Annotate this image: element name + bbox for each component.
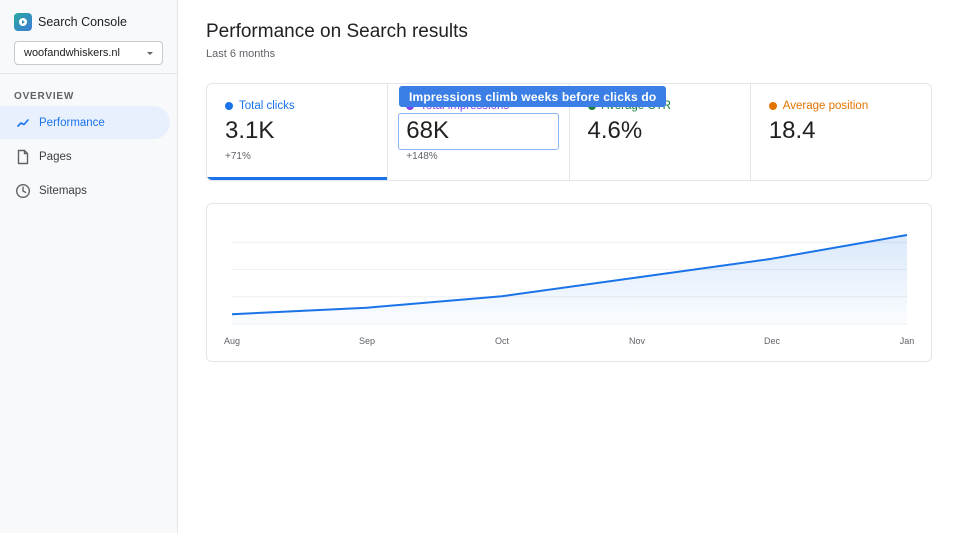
section-label-overview: OVERVIEW <box>14 91 75 102</box>
sidebar-item-label: Sitemaps <box>39 184 87 197</box>
sidebar-item-label: Performance <box>39 116 105 129</box>
metric-value: 4.6% <box>587 117 643 144</box>
sidebar-divider <box>0 73 177 74</box>
metric-value: 68K <box>406 117 449 144</box>
metric-value: 18.4 <box>768 117 816 144</box>
sidebar: Search Console woofandwhiskers.nl OVERVI… <box>0 0 178 533</box>
impressions-highlight-box <box>398 113 559 150</box>
sidebar-item-performance[interactable]: Performance <box>0 106 170 139</box>
selected-indicator <box>207 177 388 180</box>
sidebar-nav: Performance Pages Sitema <box>0 106 178 208</box>
metric-label: Average position <box>782 100 869 112</box>
brand[interactable]: Search Console <box>14 13 127 31</box>
x-tick-label: Aug <box>224 336 240 346</box>
series-area <box>232 235 907 324</box>
metric-label: Total clicks <box>239 100 295 112</box>
metric-delta: +148% <box>406 151 438 162</box>
chart-svg: Aug Sep Oct Nov Dec Jan <box>224 234 915 346</box>
caret-down-icon <box>147 51 153 55</box>
trend-icon <box>15 115 31 131</box>
property-value: woofandwhiskers.nl <box>24 47 120 59</box>
metric-card-total-clicks[interactable]: Total clicks 3.1K +71% <box>207 84 389 180</box>
page-icon <box>15 149 31 165</box>
sidebar-item-pages[interactable]: Pages <box>0 140 170 173</box>
sidebar-item-label: Pages <box>39 150 72 163</box>
series-dot-icon <box>768 102 777 110</box>
app-name: Search Console <box>38 15 127 29</box>
sidebar-item-sitemaps[interactable]: Sitemaps <box>0 174 170 207</box>
series-line[interactable] <box>231 234 908 316</box>
x-tick-label: Sep <box>359 336 375 346</box>
property-selector[interactable]: woofandwhiskers.nl <box>14 41 163 65</box>
clock-icon <box>15 183 31 199</box>
page-title: Performance on Search results <box>206 21 468 42</box>
x-tick-label: Dec <box>764 336 781 346</box>
x-tick-label: Jan <box>900 336 915 346</box>
metric-delta: +71% <box>225 151 251 162</box>
metric-value: 3.1K <box>225 117 275 144</box>
annotation-callout: Impressions climb weeks before clicks do <box>399 86 667 107</box>
performance-chart: Aug Sep Oct Nov Dec Jan <box>206 203 932 362</box>
metric-card-average-position[interactable]: Average position 18.4 <box>751 84 931 180</box>
series-dot-icon <box>225 102 233 110</box>
x-tick-label: Oct <box>495 336 510 346</box>
search-console-logo-icon <box>14 13 32 31</box>
x-tick-label: Nov <box>629 336 646 346</box>
date-range[interactable]: Last 6 months <box>206 48 276 60</box>
